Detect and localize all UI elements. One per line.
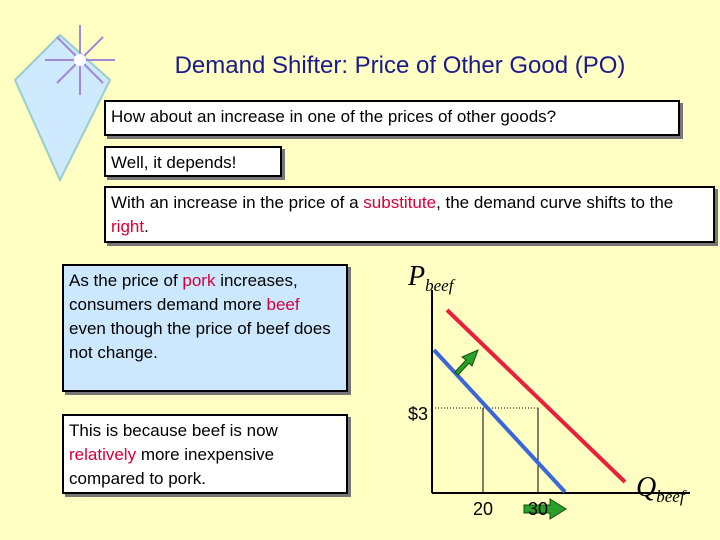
quantity-label: 30 [528, 499, 548, 519]
highlight-text: beef [266, 295, 300, 314]
highlight-text: pork [182, 271, 216, 290]
price-label: $3 [408, 404, 428, 424]
text: increases, consumers demand more [69, 271, 298, 314]
slide-title: Demand Shifter: Price of Other Good (PO) [174, 52, 626, 79]
text: more inexpensive compared to pork. [69, 445, 275, 488]
x-axis-label: Qbeef [636, 472, 687, 506]
y-axis-label: Pbeef [407, 261, 456, 295]
text: As the price of [69, 271, 183, 290]
old-demand-curve [432, 348, 567, 494]
answer-box: Well, it depends! [104, 146, 282, 177]
text: , the demand curve shifts to the [436, 193, 674, 212]
quantity-label: 20 [473, 499, 493, 519]
highlight-text: relatively [69, 445, 137, 464]
highlight-text: substitute [363, 193, 437, 212]
explanation-box: With an increase in the price of a subst… [104, 186, 715, 243]
note-box: As the price of pork increases, consumer… [62, 264, 348, 392]
question-box: How about an increase in one of the pric… [104, 100, 680, 136]
arrow [454, 349, 567, 520]
reason-box: This is because beef is now relatively m… [62, 414, 348, 494]
text: With an increase in the price of a [111, 193, 364, 212]
text: This is because beef is now [69, 421, 278, 440]
text: Well, it depends! [111, 153, 237, 172]
text: even though the price of beef does not c… [69, 319, 331, 362]
star-center [74, 54, 86, 66]
text: . [144, 217, 149, 236]
diamond [13, 33, 112, 183]
demand-diagram: Pbeef Qbeef $3 20 30 [407, 261, 690, 520]
text: How about an increase in one of the pric… [111, 107, 557, 126]
new-demand-curve [445, 308, 627, 484]
highlight-text: right [111, 217, 145, 236]
